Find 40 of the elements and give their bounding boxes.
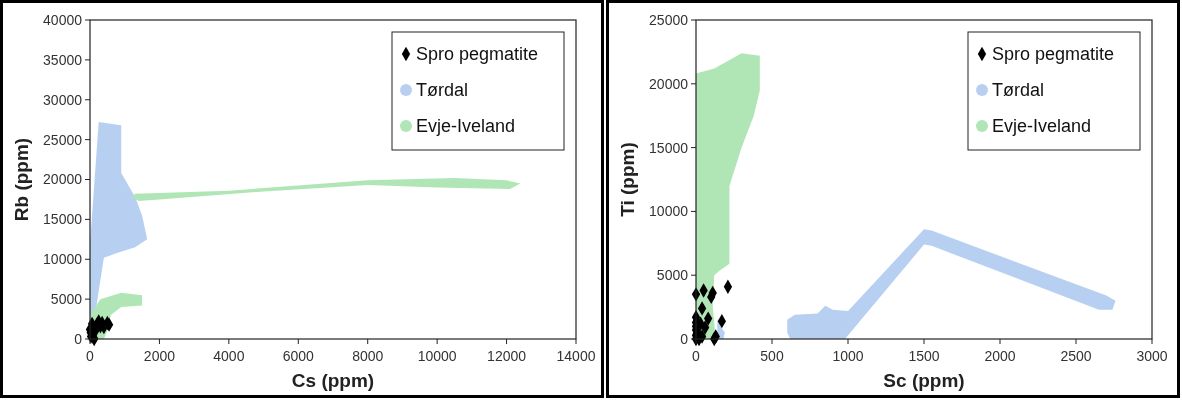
x-tick-label: 4000 bbox=[213, 348, 245, 364]
x-tick-label: 8000 bbox=[352, 348, 384, 364]
y-tick-label: 0 bbox=[74, 330, 83, 347]
x-tick-label: 10000 bbox=[417, 348, 457, 364]
y-axis-title: Rb (ppm) bbox=[11, 137, 32, 222]
y-tick-label: 25000 bbox=[43, 131, 83, 148]
y-tick-label: 5000 bbox=[656, 267, 689, 284]
x-tick-label: 0 bbox=[692, 348, 701, 364]
x-tick-label: 3000 bbox=[1136, 348, 1168, 364]
y-tick-label: 25000 bbox=[649, 11, 689, 28]
x-tick-label: 1000 bbox=[832, 348, 864, 364]
y-tick-label: 10000 bbox=[43, 251, 83, 268]
x-tick-label: 1500 bbox=[908, 348, 940, 364]
legend-label: Tørdal bbox=[416, 80, 469, 101]
y-tick-label: 10000 bbox=[649, 203, 689, 220]
y-tick-label: 35000 bbox=[43, 51, 83, 68]
legend-label: Tørdal bbox=[992, 80, 1045, 101]
y-tick-label: 20000 bbox=[43, 171, 83, 188]
x-tick-label: 12000 bbox=[487, 348, 527, 364]
x-tick-label: 2000 bbox=[984, 348, 1016, 364]
y-tick-label: 15000 bbox=[43, 211, 83, 228]
y-tick-label: 0 bbox=[680, 330, 689, 347]
x-axis-title: Cs (ppm) bbox=[291, 370, 375, 391]
x-axis-title: Sc (ppm) bbox=[883, 370, 965, 391]
legend-label: Spro pegmatite bbox=[992, 44, 1115, 65]
x-tick-label: 6000 bbox=[282, 348, 315, 364]
y-tick-label: 40000 bbox=[43, 11, 83, 28]
y-tick-label: 5000 bbox=[50, 291, 83, 308]
legend-label: Spro pegmatite bbox=[416, 44, 539, 65]
y-tick-label: 15000 bbox=[649, 139, 689, 156]
x-tick-label: 2000 bbox=[143, 348, 176, 364]
x-tick-label: 2500 bbox=[1060, 348, 1092, 364]
legend-label: Evje-Iveland bbox=[992, 116, 1092, 137]
y-axis-title: Ti (ppm) bbox=[617, 142, 638, 217]
x-tick-label: 14000 bbox=[556, 348, 596, 364]
y-tick-label: 30000 bbox=[43, 91, 83, 108]
x-tick-label: 500 bbox=[760, 348, 784, 364]
legend-label: Evje-Iveland bbox=[416, 116, 516, 137]
y-tick-label: 20000 bbox=[649, 75, 689, 92]
x-tick-label: 0 bbox=[86, 348, 95, 364]
